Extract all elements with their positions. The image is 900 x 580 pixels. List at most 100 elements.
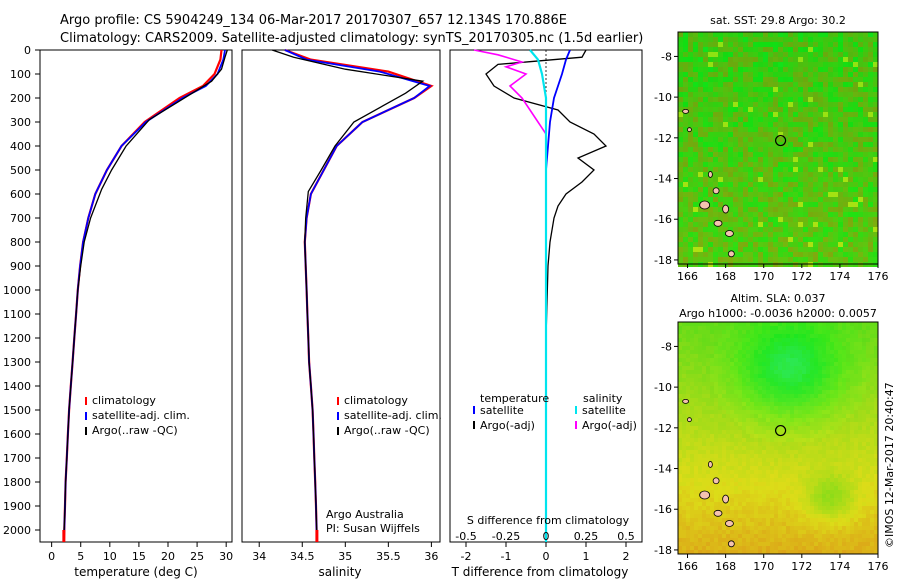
map-cell [762,358,766,362]
map-cell [850,418,854,422]
map-cell [708,187,713,192]
map-cell [778,62,783,67]
map-cell [726,482,730,486]
map-cell [848,77,853,82]
map-cell [838,147,843,152]
map-cell [708,212,713,217]
map-cell [714,470,718,474]
map-cell [842,382,846,386]
map-cell [698,478,702,482]
map-cell [814,378,818,382]
map-cell [728,257,733,262]
map-cell [874,458,878,462]
map-cell [773,202,778,207]
map-cell [786,450,790,454]
map-cell [838,374,842,378]
map-cell [678,212,683,217]
map-cell [874,414,878,418]
map-cell [694,342,698,346]
map-cell [853,157,858,162]
map-cell [730,338,734,342]
map-cell [706,426,710,430]
map-cell [790,330,794,334]
map-cell [718,354,722,358]
map-cell [828,222,833,227]
map-cell [686,402,690,406]
map-cell [802,414,806,418]
map-cell [783,37,788,42]
map-cell [862,498,866,502]
map-cell [823,57,828,62]
map-cell [698,127,703,132]
map-cell [868,92,873,97]
map-cell [846,350,850,354]
map-cell [748,217,753,222]
map-cell [838,102,843,107]
map-cell [806,326,810,330]
map-cell [854,326,858,330]
map-cell [773,247,778,252]
map-cell [766,354,770,358]
map-cell [853,242,858,247]
map-cell [834,478,838,482]
map-cell [854,462,858,466]
map-cell [858,390,862,394]
map-cell [753,62,758,67]
map-cell [846,538,850,542]
map-cell [683,132,688,137]
map-cell [846,354,850,358]
map-cell [810,338,814,342]
map-cell [686,482,690,486]
map-cell [870,498,874,502]
map-cell [733,87,738,92]
map-cell [750,402,754,406]
map-cell [738,550,742,554]
map-cell [698,232,703,237]
map-cell [818,458,822,462]
map-cell [813,207,818,212]
map-cell [722,542,726,546]
map-cell [814,362,818,366]
map-cell [802,522,806,526]
map-cell [743,252,748,257]
institution-note: Argo Australia [326,508,404,521]
map-cell [708,182,713,187]
map-cell [686,542,690,546]
map-cell [763,52,768,57]
map-cell [843,252,848,257]
map-cell [710,446,714,450]
map-cell [806,494,810,498]
map-cell [683,62,688,67]
map-cell [783,42,788,47]
map-cell [702,518,706,522]
map-cell [862,550,866,554]
map-cell [822,438,826,442]
map-cell [818,42,823,47]
map-cell [802,482,806,486]
map-cell [874,406,878,410]
map-cell [743,117,748,122]
map-cell [748,237,753,242]
map-cell [710,526,714,530]
map-cell [818,410,822,414]
map-cell [806,334,810,338]
map-cell [850,430,854,434]
map-cell [853,57,858,62]
map-cell [803,137,808,142]
map-cell [774,338,778,342]
map-cell [710,538,714,542]
temp-satellite-diff-line [545,49,571,542]
map-cell [838,506,842,510]
map-cell [798,482,802,486]
map-cell [738,182,743,187]
lon-tick-label: 166 [677,560,698,573]
map-cell [826,538,830,542]
map-cell [778,450,782,454]
map-cell [830,490,834,494]
map-cell [728,102,733,107]
map-cell [728,192,733,197]
map-cell [822,510,826,514]
depth-tick-label: 500 [10,164,31,177]
map-cell [733,52,738,57]
map-cell [713,47,718,52]
